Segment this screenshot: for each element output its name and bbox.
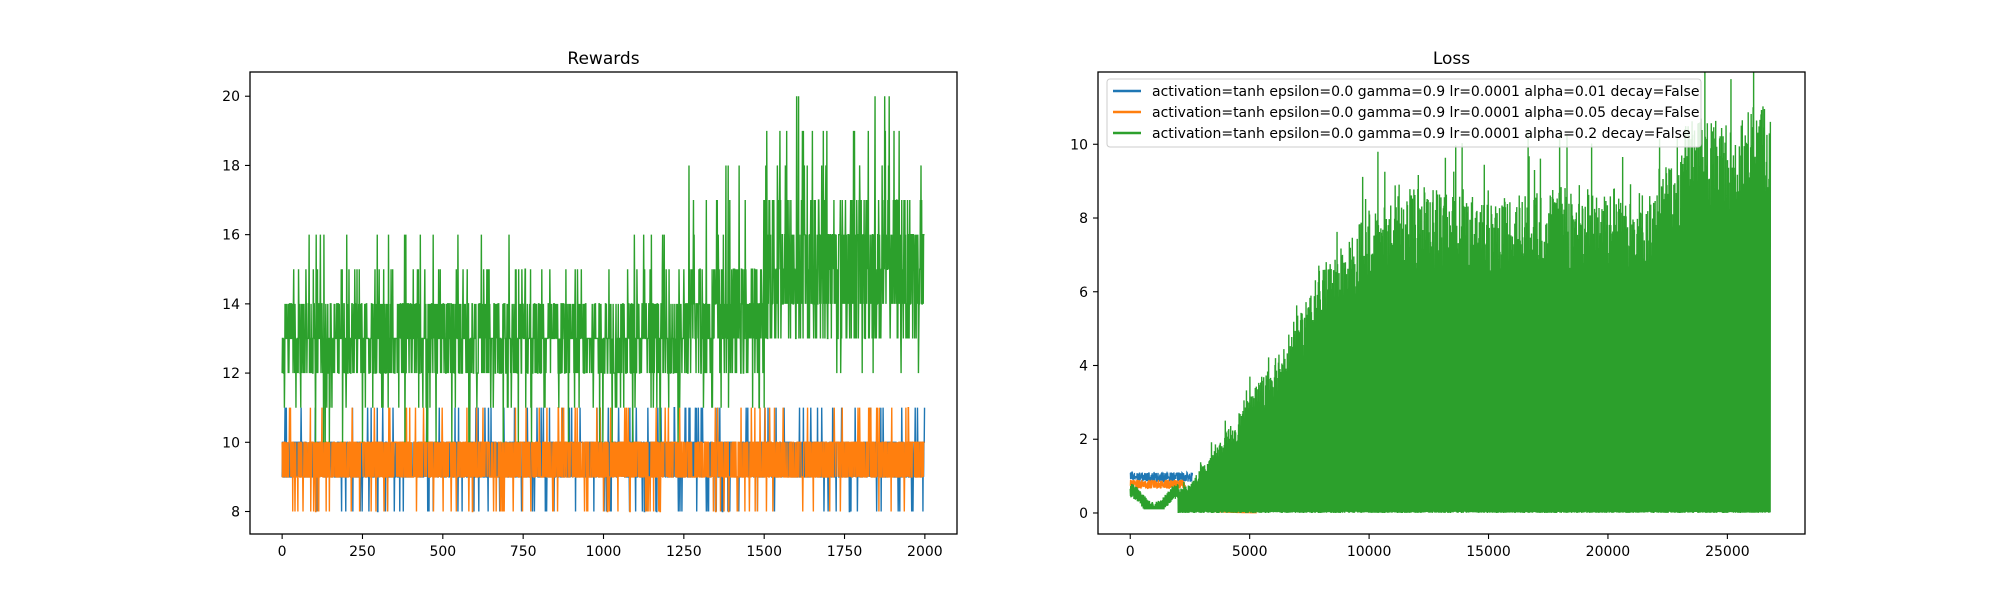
rewards-x-tick-label: 750 xyxy=(510,544,537,560)
loss-x-axis: 0 5000 10000 15000 20000 25000 xyxy=(1126,534,1750,560)
loss-y-tick-label: 2 xyxy=(1079,432,1088,448)
loss-x-tick-label: 0 xyxy=(1126,544,1135,560)
loss-chart-title: Loss xyxy=(1433,49,1470,69)
loss-y-tick-label: 4 xyxy=(1079,358,1088,374)
rewards-x-axis: 0 250 500 750 1000 1250 1500 1750 2000 xyxy=(278,534,943,560)
loss-axes-frame xyxy=(1097,71,1806,535)
loss-y-tick-label: 0 xyxy=(1079,506,1088,522)
rewards-x-tick-label: 2000 xyxy=(907,544,943,560)
rewards-series-line-3 xyxy=(281,96,925,443)
loss-x-tick-label: 15000 xyxy=(1466,544,1511,560)
loss-y-tick-label: 6 xyxy=(1079,285,1088,301)
rewards-x-tick-label: 1000 xyxy=(586,544,622,560)
rewards-x-tick-label: 250 xyxy=(349,544,376,560)
loss-x-tick-label: 10000 xyxy=(1347,544,1392,560)
rewards-axes-frame xyxy=(249,71,958,535)
rewards-x-tick-label: 500 xyxy=(429,544,456,560)
legend-label-series-2: activation=tanh epsilon=0.0 gamma=0.9 lr… xyxy=(1152,105,1699,121)
rewards-series-line-2 xyxy=(281,406,925,513)
legend-label-series-1: activation=tanh epsilon=0.0 gamma=0.9 lr… xyxy=(1152,84,1699,100)
rewards-y-tick-label: 8 xyxy=(231,505,240,521)
rewards-chart-title: Rewards xyxy=(567,49,639,69)
loss-x-tick-label: 25000 xyxy=(1705,544,1750,560)
rewards-y-axis: 8 10 12 14 16 18 20 xyxy=(222,89,250,521)
rewards-x-tick-label: 1250 xyxy=(666,544,702,560)
rewards-y-tick-label: 20 xyxy=(222,89,240,105)
rewards-x-tick-label: 1500 xyxy=(746,544,782,560)
loss-legend: activation=tanh epsilon=0.0 gamma=0.9 lr… xyxy=(1106,78,1702,148)
loss-y-tick-label: 10 xyxy=(1070,137,1088,153)
loss-x-tick-label: 20000 xyxy=(1586,544,1631,560)
loss-y-axis: 0 2 4 6 8 10 xyxy=(1070,137,1098,522)
loss-x-tick-label: 5000 xyxy=(1232,544,1268,560)
rewards-chart: Rewards 0 250 500 750 1000 1250 1500 1750 2000 8… xyxy=(222,49,958,560)
rewards-x-tick-label: 1750 xyxy=(827,544,863,560)
rewards-y-tick-label: 16 xyxy=(222,228,240,244)
loss-series-line-1 xyxy=(1129,470,1194,484)
loss-y-tick-label: 8 xyxy=(1079,211,1088,227)
rewards-series-group xyxy=(281,96,926,513)
loss-chart: Loss 0 5000 10000 15000 20000 25000 0 2 4 6 8 10 a… xyxy=(1070,49,1806,560)
rewards-y-tick-label: 14 xyxy=(222,297,240,313)
rewards-x-tick-label: 0 xyxy=(278,544,287,560)
legend-frame xyxy=(1106,78,1702,148)
legend-label-series-3: activation=tanh epsilon=0.0 gamma=0.9 lr… xyxy=(1152,126,1691,142)
loss-series-line-2 xyxy=(1129,479,1186,490)
loss-series-group xyxy=(1129,72,1772,514)
loss-series-line-3 xyxy=(1129,72,1772,513)
rewards-y-tick-label: 12 xyxy=(222,366,240,382)
rewards-y-tick-label: 18 xyxy=(222,158,240,174)
rewards-y-tick-label: 10 xyxy=(222,435,240,451)
